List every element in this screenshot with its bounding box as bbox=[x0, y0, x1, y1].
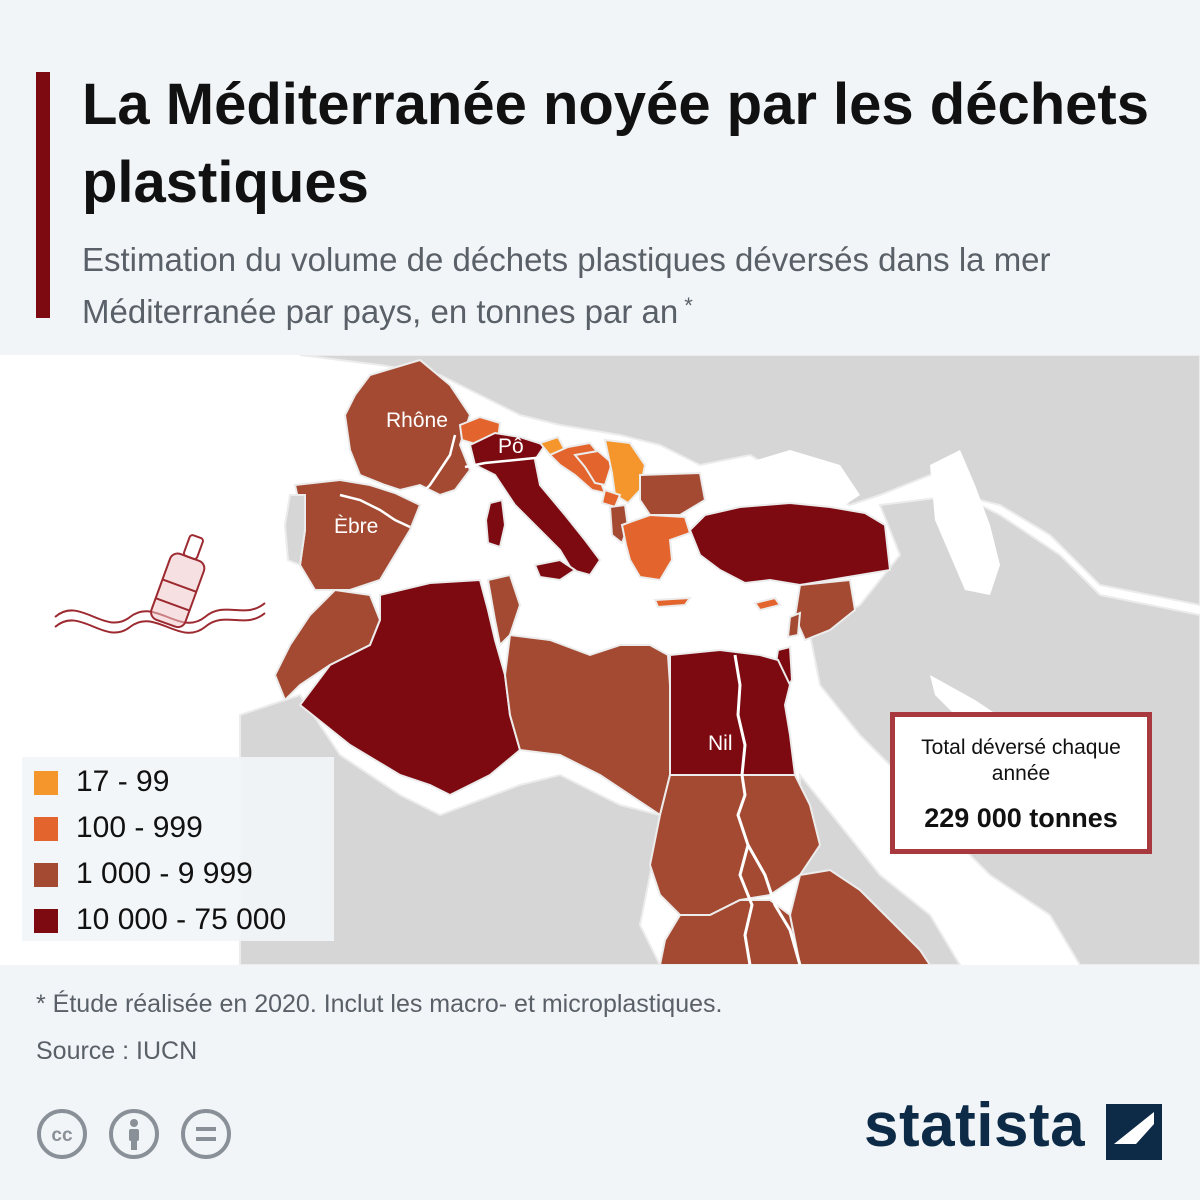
country-lebanon bbox=[786, 611, 802, 639]
attribution-icon[interactable] bbox=[108, 1108, 160, 1160]
legend-label: 100 - 999 bbox=[76, 811, 203, 844]
country-ethiopia bbox=[788, 868, 932, 965]
river-po bbox=[464, 455, 546, 469]
country-italy-sardinia bbox=[484, 498, 507, 549]
page-title: La Méditerranée noyée par les déchets pl… bbox=[82, 72, 1149, 215]
label-rhone: Rhône bbox=[386, 409, 448, 432]
country-france bbox=[343, 358, 472, 497]
mediterranean-sea bbox=[370, 505, 800, 675]
country-algeria bbox=[298, 578, 522, 797]
legend-swatch bbox=[34, 909, 58, 933]
legend-label: 10 000 - 75 000 bbox=[76, 903, 287, 936]
legend-swatch bbox=[34, 771, 58, 795]
river-nil bbox=[733, 654, 754, 965]
brand-name: statista bbox=[864, 1091, 1086, 1160]
total-value: 229 000 tonnes bbox=[924, 803, 1118, 833]
plastic-bottle-icon bbox=[54, 534, 266, 634]
country-portugal bbox=[283, 494, 306, 567]
no-derivatives-icon[interactable] bbox=[180, 1108, 232, 1160]
country-italy-sicily bbox=[533, 558, 577, 582]
river-nil-branch bbox=[746, 844, 802, 965]
creative-commons-icon[interactable]: cc bbox=[36, 1108, 88, 1160]
country-bosnia bbox=[573, 449, 614, 487]
statista-mark-icon bbox=[1106, 1104, 1162, 1160]
country-morocco bbox=[273, 588, 382, 702]
source: Source : IUCN bbox=[36, 1037, 198, 1065]
legend-label: 17 - 99 bbox=[76, 765, 170, 798]
country-egypt bbox=[669, 648, 797, 776]
red-sea bbox=[770, 685, 880, 833]
footnote: * Étude réalisée en 2020. Inclut les mac… bbox=[36, 990, 723, 1018]
total-label: Total déversé chaque année bbox=[921, 736, 1121, 785]
legend: 17 - 99 100 - 999 1 000 - 9 999 10 000 -… bbox=[22, 757, 334, 941]
country-turkey bbox=[688, 501, 892, 587]
country-bulgaria bbox=[639, 471, 707, 516]
country-serbia bbox=[603, 438, 647, 505]
subtitle-footnote-marker: * bbox=[684, 293, 693, 318]
river-ebre bbox=[339, 493, 411, 529]
subtitle-text: Estimation du volume de déchets plastiqu… bbox=[82, 241, 1051, 330]
country-crete bbox=[653, 596, 693, 609]
river-rhone bbox=[419, 434, 457, 496]
page-subtitle: Estimation du volume de déchets plastiqu… bbox=[82, 234, 1142, 338]
legend-swatch bbox=[34, 863, 58, 887]
legend-label: 1 000 - 9 999 bbox=[76, 857, 253, 890]
label-ebre: Èbre bbox=[334, 515, 378, 538]
label-nil: Nil bbox=[708, 732, 733, 755]
country-greece bbox=[620, 513, 692, 582]
caspian-sea bbox=[930, 450, 1000, 595]
legend-swatch bbox=[34, 817, 58, 841]
svg-text:cc: cc bbox=[51, 1125, 73, 1146]
country-italy bbox=[468, 431, 602, 577]
country-cyprus bbox=[753, 596, 782, 612]
label-po: Pô bbox=[498, 435, 524, 458]
land-africa-west bbox=[239, 693, 662, 965]
total-callout: Total déversé chaque année 229 000 tonne… bbox=[890, 712, 1152, 854]
title-accent-bar bbox=[36, 72, 50, 318]
